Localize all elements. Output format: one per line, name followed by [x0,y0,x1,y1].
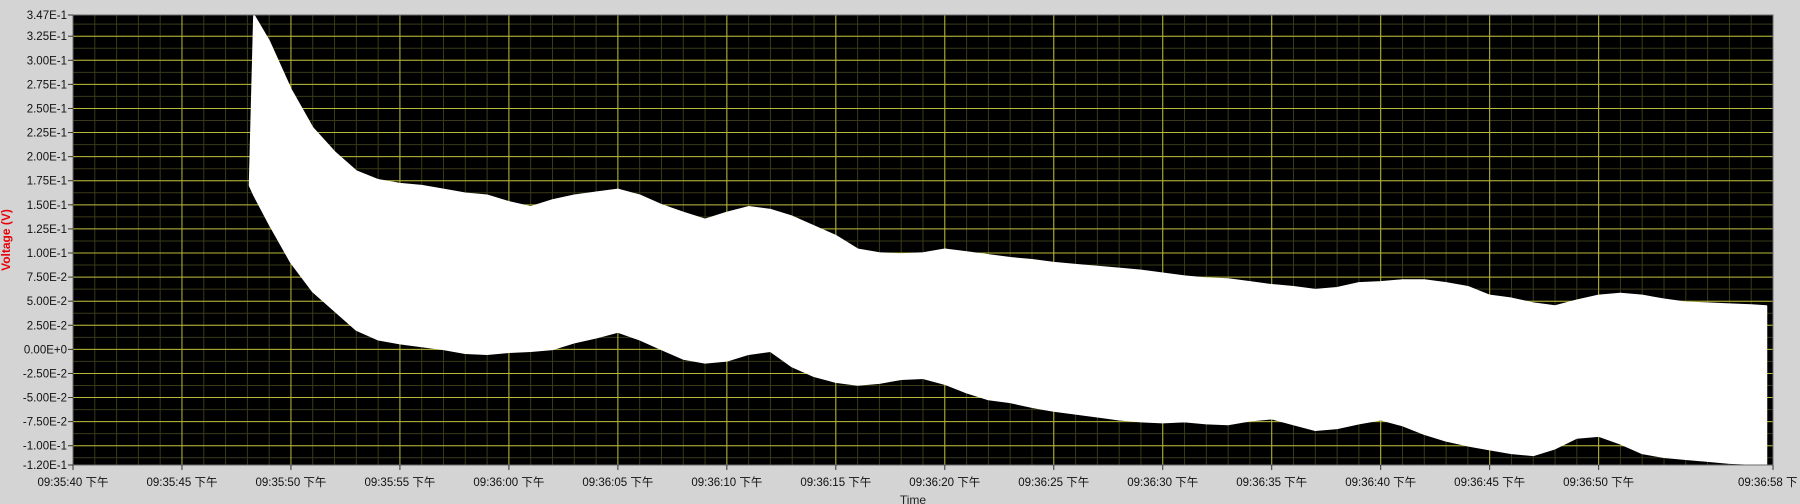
x-axis-title: Time [900,493,927,504]
y-tick-label: 7.50E-2 [27,272,67,284]
y-tick-label: -1.20E-1 [23,460,67,472]
x-tick-label: 09:35:50 下午 [255,476,326,489]
y-tick-label: 3.47E-1 [27,10,67,22]
y-tick-label: 5.00E-2 [27,296,67,308]
y-tick-label: 0.00E+0 [24,344,67,356]
x-tick-label: 09:35:40 下午 [38,476,109,489]
x-tick-labels: 09:35:40 下午 09:35:45 下午 09:35:50 下午 09:35:5… [38,465,1797,489]
y-tick-label: 2.25E-1 [27,128,67,140]
y-tick-label: -7.50E-2 [23,417,67,429]
y-tick-label: -2.50E-2 [23,368,67,380]
y-tick-label: 2.50E-2 [27,320,67,332]
plot-border [72,14,1774,466]
x-tick-label: 09:36:45 下午 [1454,476,1525,489]
y-tick-label: 3.25E-1 [27,31,67,43]
y-tick-labels: -1.20E-1 -1.00E-1 -7.50E-2 -5.00E-2 -2.50E-2… [23,10,73,472]
y-tick-label: 2.50E-1 [27,103,67,115]
x-tick-label: 09:36:58 下 [1738,477,1797,489]
y-tick-label: -5.00E-2 [23,393,67,405]
x-tick-label: 09:36:00 下午 [473,476,544,489]
y-tick-label: 2.00E-1 [27,152,67,164]
voltage-trace-band [248,14,1768,466]
x-tick-label: 09:36:10 下午 [691,476,762,489]
x-tick-label: 09:36:20 下午 [909,476,980,489]
y-tick-label: 3.00E-1 [27,55,67,67]
x-tick-label: 09:36:35 下午 [1236,476,1307,489]
y-tick-label: 1.00E-1 [27,248,67,260]
y-tick-label: 1.75E-1 [27,176,67,188]
x-tick-label: 09:36:15 下午 [800,476,871,489]
x-tick-label: 09:35:45 下午 [146,476,217,489]
x-tick-label: 09:36:25 下午 [1018,476,1089,489]
x-tick-label: 09:36:40 下午 [1345,476,1416,489]
trace-layer [248,14,1768,466]
x-tick-label: 09:36:30 下午 [1127,476,1198,489]
y-tick-label: -1.00E-1 [23,441,67,453]
y-tick-label: 1.25E-1 [27,224,67,236]
x-tick-label: 09:36:05 下午 [582,476,653,489]
x-tick-label: 09:35:55 下午 [364,476,435,489]
y-tick-label: 2.75E-1 [27,79,67,91]
x-tick-label: 09:36:50 下午 [1563,476,1634,489]
y-tick-label: 1.50E-1 [27,200,67,212]
y-axis-title: Voltage (V) [0,209,13,271]
